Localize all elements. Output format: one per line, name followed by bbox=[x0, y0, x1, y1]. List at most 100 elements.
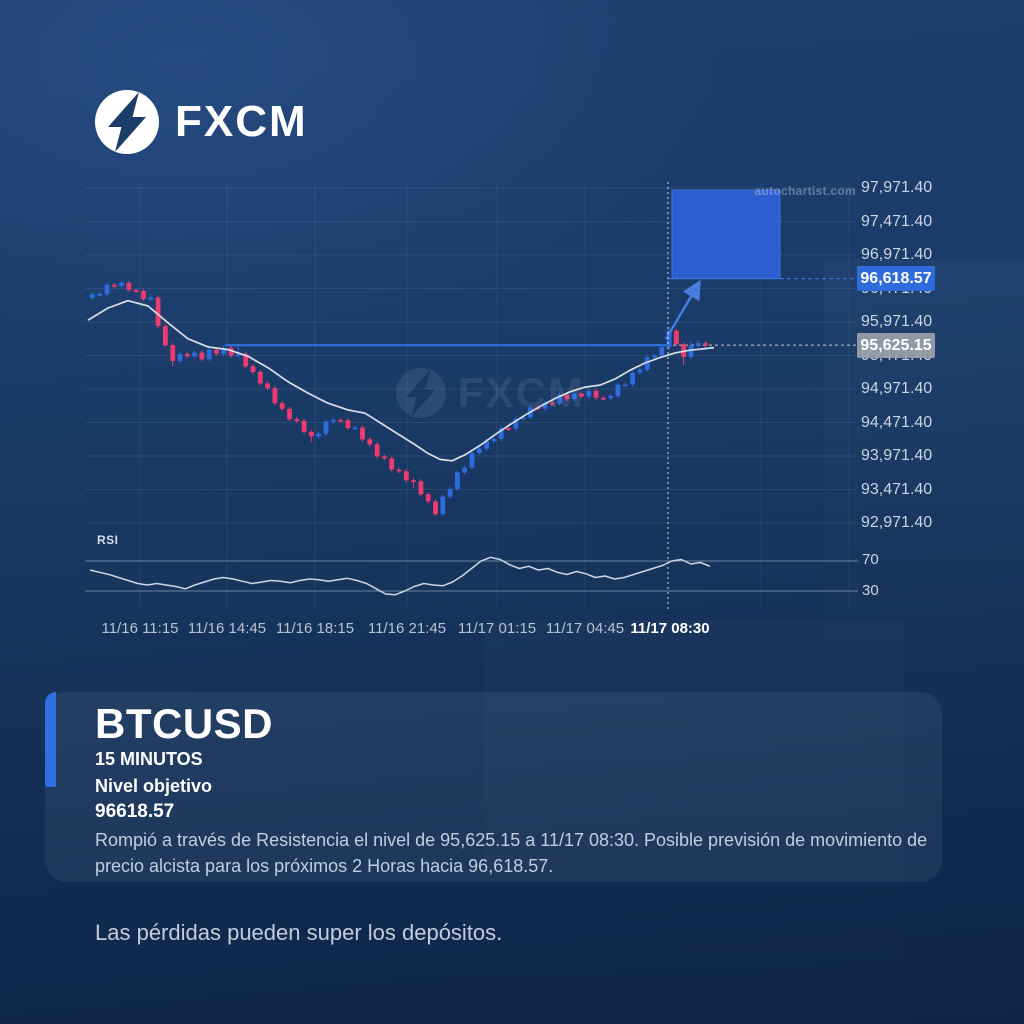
y-axis-label: 93,471.40 bbox=[861, 480, 933, 498]
bear-candle bbox=[265, 383, 270, 389]
bull-candle bbox=[688, 345, 694, 357]
bull-candle bbox=[520, 417, 526, 420]
bear-candle bbox=[389, 458, 395, 470]
bear-candle bbox=[433, 501, 438, 515]
bear-candle bbox=[170, 345, 176, 361]
bull-candle bbox=[469, 453, 475, 468]
bull-candle bbox=[571, 393, 577, 400]
bear-candle bbox=[243, 353, 249, 367]
breakout-price-tag: 95,625.15 bbox=[857, 333, 935, 358]
bear-candle bbox=[301, 420, 307, 432]
bull-candle bbox=[148, 297, 154, 300]
risk-disclaimer: Las pérdidas pueden super los depósitos. bbox=[95, 920, 503, 945]
moving-average-line bbox=[87, 299, 715, 462]
bull-candle bbox=[644, 357, 650, 370]
y-axis-label: 92,971.40 bbox=[861, 514, 933, 531]
ma-path bbox=[87, 299, 715, 462]
bear-candle bbox=[257, 372, 263, 384]
bull-candle bbox=[666, 330, 672, 348]
bear-candle bbox=[163, 326, 168, 346]
bull-candle bbox=[440, 496, 446, 515]
bull-candle bbox=[542, 402, 548, 409]
bull-candle bbox=[177, 353, 183, 361]
bear-candle bbox=[564, 394, 570, 400]
target-level-value: 96618.57 bbox=[95, 801, 175, 822]
bull-candle bbox=[97, 293, 103, 296]
x-axis-label: 11/16 18:15 bbox=[275, 620, 355, 637]
bull-candle bbox=[192, 352, 197, 357]
bear-candle bbox=[126, 282, 132, 290]
bull-candle bbox=[119, 282, 124, 286]
autochartist-watermark: autochartist.com bbox=[754, 184, 856, 198]
bull-candle bbox=[323, 421, 329, 434]
bull-candle bbox=[104, 284, 110, 294]
bear-candle bbox=[294, 419, 300, 422]
fxcm-logo-icon bbox=[95, 90, 159, 154]
watermark-text: FXCM bbox=[458, 369, 585, 416]
bull-candle bbox=[476, 448, 482, 454]
bear-candle bbox=[360, 427, 365, 440]
bear-candle bbox=[155, 297, 161, 327]
bear-candle bbox=[338, 419, 343, 422]
bear-candle bbox=[133, 289, 139, 292]
bear-candle bbox=[199, 352, 205, 360]
y-axis-label: 94,471.40 bbox=[861, 413, 933, 431]
bear-candle bbox=[425, 494, 431, 502]
y-axis-label: 96,971.40 bbox=[861, 246, 933, 263]
forecast-box bbox=[671, 189, 781, 280]
bull-candle bbox=[637, 369, 643, 373]
bear-candle bbox=[411, 480, 416, 483]
x-axis-label: 11/16 11:15 bbox=[101, 620, 179, 637]
rsi-upper-label: 70 bbox=[862, 551, 879, 568]
x-axis-label: 11/17 08:30 bbox=[630, 620, 710, 637]
y-axis-label: 97,471.40 bbox=[861, 212, 933, 230]
bull-candle bbox=[622, 384, 628, 387]
signal-description: Rompió a través de Resistencia el nivel … bbox=[95, 830, 928, 876]
x-axis-label: 11/17 04:45 bbox=[545, 620, 625, 637]
rsi-lower-label: 30 bbox=[862, 582, 879, 599]
bear-candle bbox=[272, 388, 278, 404]
bull-candle bbox=[608, 396, 614, 399]
bull-candle bbox=[484, 441, 489, 449]
bull-candle bbox=[90, 294, 95, 298]
bear-candle bbox=[674, 330, 679, 345]
bear-candle bbox=[396, 469, 402, 472]
y-axis-label: 93,971.40 bbox=[861, 447, 933, 464]
y-axis-label: 94,971.40 bbox=[861, 380, 933, 397]
bull-candle bbox=[462, 467, 468, 473]
bull-candle bbox=[659, 347, 665, 356]
bear-candle bbox=[549, 402, 555, 405]
x-axis-label: 11/16 21:45 bbox=[367, 620, 447, 637]
bear-candle bbox=[250, 366, 256, 373]
bear-candle bbox=[287, 408, 292, 420]
bull-candle bbox=[236, 353, 241, 356]
bear-candle bbox=[403, 471, 409, 481]
bear-candle bbox=[601, 397, 606, 400]
y-axis-label: 95,971.40 bbox=[861, 313, 933, 330]
rsi-path bbox=[89, 556, 711, 596]
bull-candle bbox=[206, 349, 212, 360]
bear-candle bbox=[279, 403, 285, 409]
bull-candle bbox=[352, 427, 358, 430]
brand-header: FXCM bbox=[95, 90, 308, 154]
bear-candle bbox=[506, 428, 511, 431]
forecast-area bbox=[671, 189, 781, 280]
forecast-arrow bbox=[664, 279, 701, 340]
bull-candle bbox=[615, 384, 621, 397]
bull-candle bbox=[652, 355, 657, 358]
fxcm-watermark-icon bbox=[396, 368, 446, 418]
timeframe-label: 15 MINUTOS bbox=[95, 749, 203, 769]
bull-candle bbox=[447, 488, 453, 497]
bear-candle bbox=[309, 431, 314, 437]
bear-candle bbox=[703, 343, 708, 346]
bull-candle bbox=[695, 343, 701, 346]
bear-candle bbox=[579, 393, 584, 397]
bear-candle bbox=[345, 420, 351, 428]
bear-candle bbox=[418, 481, 424, 495]
bear-candle bbox=[141, 290, 146, 299]
level-lines bbox=[225, 277, 856, 347]
bull-candle bbox=[513, 418, 519, 429]
bull-candle bbox=[455, 472, 460, 489]
